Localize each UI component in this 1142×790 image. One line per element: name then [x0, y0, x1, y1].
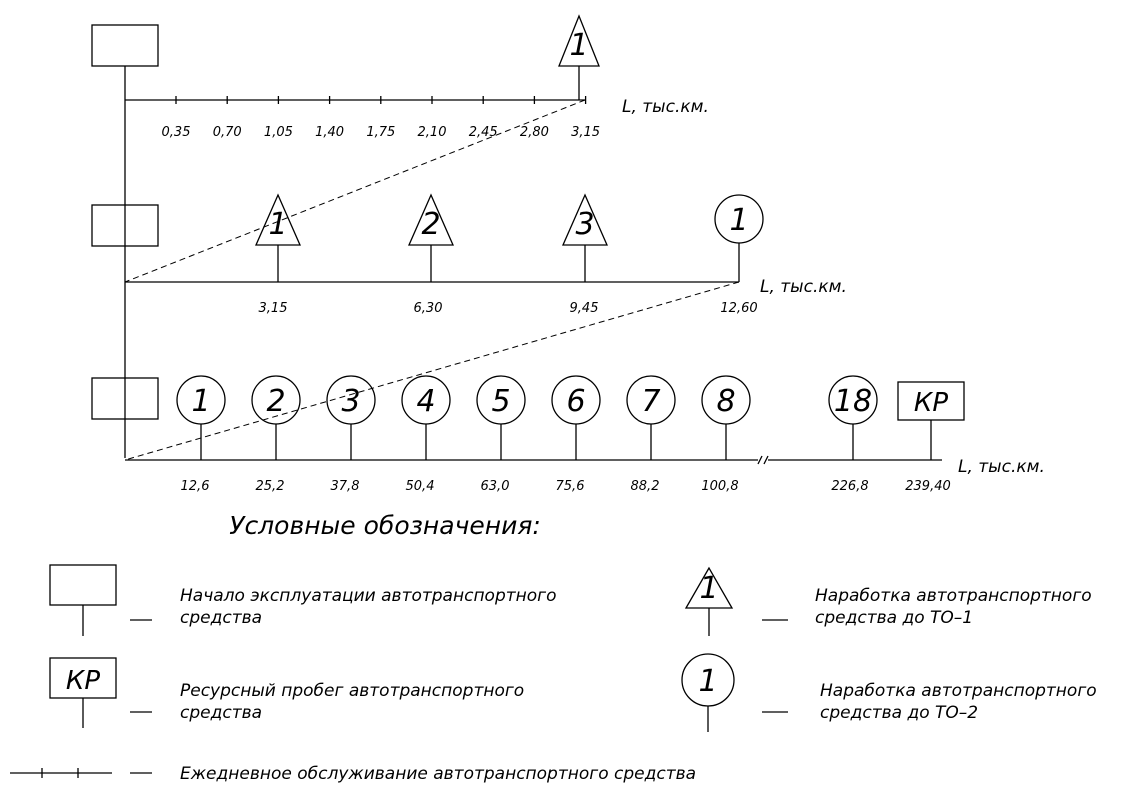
row3-markers-group: 1 2 3 4 5 6 7 8 18 12,6 25,2 37,8 50,4 63,0 75,6 88,2 10…	[176, 375, 951, 494]
to1-triangle-label: 3	[575, 207, 594, 242]
row3-tick-label: 63,0	[481, 479, 510, 494]
to2-circle-label: 8	[716, 384, 735, 419]
row1-tick-label: 2,80	[520, 125, 549, 140]
row1-tick-label: 1,05	[264, 125, 293, 140]
row3-tick-label: 100,8	[701, 479, 738, 494]
to2-circle-label: 5	[491, 384, 510, 419]
row1-tick-label: 3,15	[571, 125, 600, 140]
to1-triangle-label: 1	[569, 28, 588, 63]
row2-markers-group: 1 2 3 1 3,15 6,30 9,45 12,60	[255, 193, 764, 316]
row2-tick-label: 12,60	[720, 301, 757, 316]
to1-triangle-row1	[558, 14, 600, 67]
legend-to1-text-2: средства до ТО–1	[815, 608, 973, 628]
dashed-connector-row2	[124, 281, 740, 461]
to1-triangle-label: 2	[421, 207, 440, 242]
to2-circle-label: 7	[641, 384, 660, 419]
row1-tick-label: 1,75	[366, 125, 395, 140]
row3-tick-label: 50,4	[406, 479, 435, 494]
dashed-connector-row1	[124, 99, 586, 283]
row3-tick-label: 37,8	[331, 479, 360, 494]
legend-kr-text-2: средства	[180, 703, 262, 723]
legend-to1-text-1: Наработка автотранспортного	[815, 586, 1092, 606]
row1-tick-label: 2,10	[418, 125, 447, 140]
legend-to2-text-1: Наработка автотранспортного	[820, 681, 1097, 701]
row1-axis-label: L, тыс.км.	[622, 97, 709, 117]
start-box-row2	[91, 204, 159, 247]
row3-tick-label: 88,2	[631, 479, 660, 494]
legend-title: Условные обозначения:	[229, 511, 541, 540]
legend-start-text-1: Начало эксплуатации автотранспортного	[180, 586, 557, 606]
start-box-row3	[91, 377, 159, 420]
row1-tick-label: 0,70	[213, 125, 242, 140]
row1-axis-group: 0,35 0,70 1,05 1,40 1,75 2,10 2,45 2,80 3,15	[125, 66, 600, 140]
row2-axis-label: L, тыс.км.	[760, 277, 847, 297]
legend-to2-symbol: 1	[698, 664, 717, 699]
legend-start-box-icon	[49, 564, 117, 606]
legend-to2-text-2: средства до ТО–2	[820, 703, 978, 723]
to2-circle-label: 2	[266, 384, 285, 419]
to2-circle-label: 4	[416, 384, 435, 419]
row3-tick-label: 75,6	[556, 479, 585, 494]
row1-tick-label: 2,45	[469, 125, 498, 140]
to2-circle-label: 3	[341, 384, 360, 419]
row3-tick-label: 12,6	[181, 479, 210, 494]
legend-daily-text: Ежедневное обслуживание автотранспортног…	[180, 764, 696, 784]
kr-box-label: КР	[914, 388, 948, 418]
to2-circle-label: 18	[834, 384, 872, 419]
row3-tick-label: 239,40	[905, 479, 951, 494]
axis-break-mark	[757, 455, 769, 465]
legend-to1-symbol: 1	[699, 571, 718, 606]
row3-tick-label: 25,2	[256, 479, 285, 494]
to1-triangle-label: 1	[268, 207, 287, 242]
row2-tick-label: 9,45	[570, 301, 599, 316]
row1-tick-label: 1,40	[315, 125, 344, 140]
row2-tick-label: 6,30	[414, 301, 443, 316]
row1-tick-label: 0,35	[162, 125, 191, 140]
row3-axis-label: L, тыс.км.	[958, 457, 1045, 477]
to2-circle-label: 1	[191, 384, 210, 419]
row2-tick-label: 3,15	[259, 301, 288, 316]
row3-tick-label: 226,8	[831, 479, 868, 494]
to2-circle-label: 1	[729, 203, 748, 238]
legend-start-text-2: средства	[180, 608, 262, 628]
start-box-row1	[91, 24, 159, 67]
legend-kr-symbol: КР	[66, 666, 100, 696]
to2-circle-label: 6	[566, 384, 585, 419]
legend-kr-text-1: Ресурсный пробег автотранспортного	[180, 681, 524, 701]
